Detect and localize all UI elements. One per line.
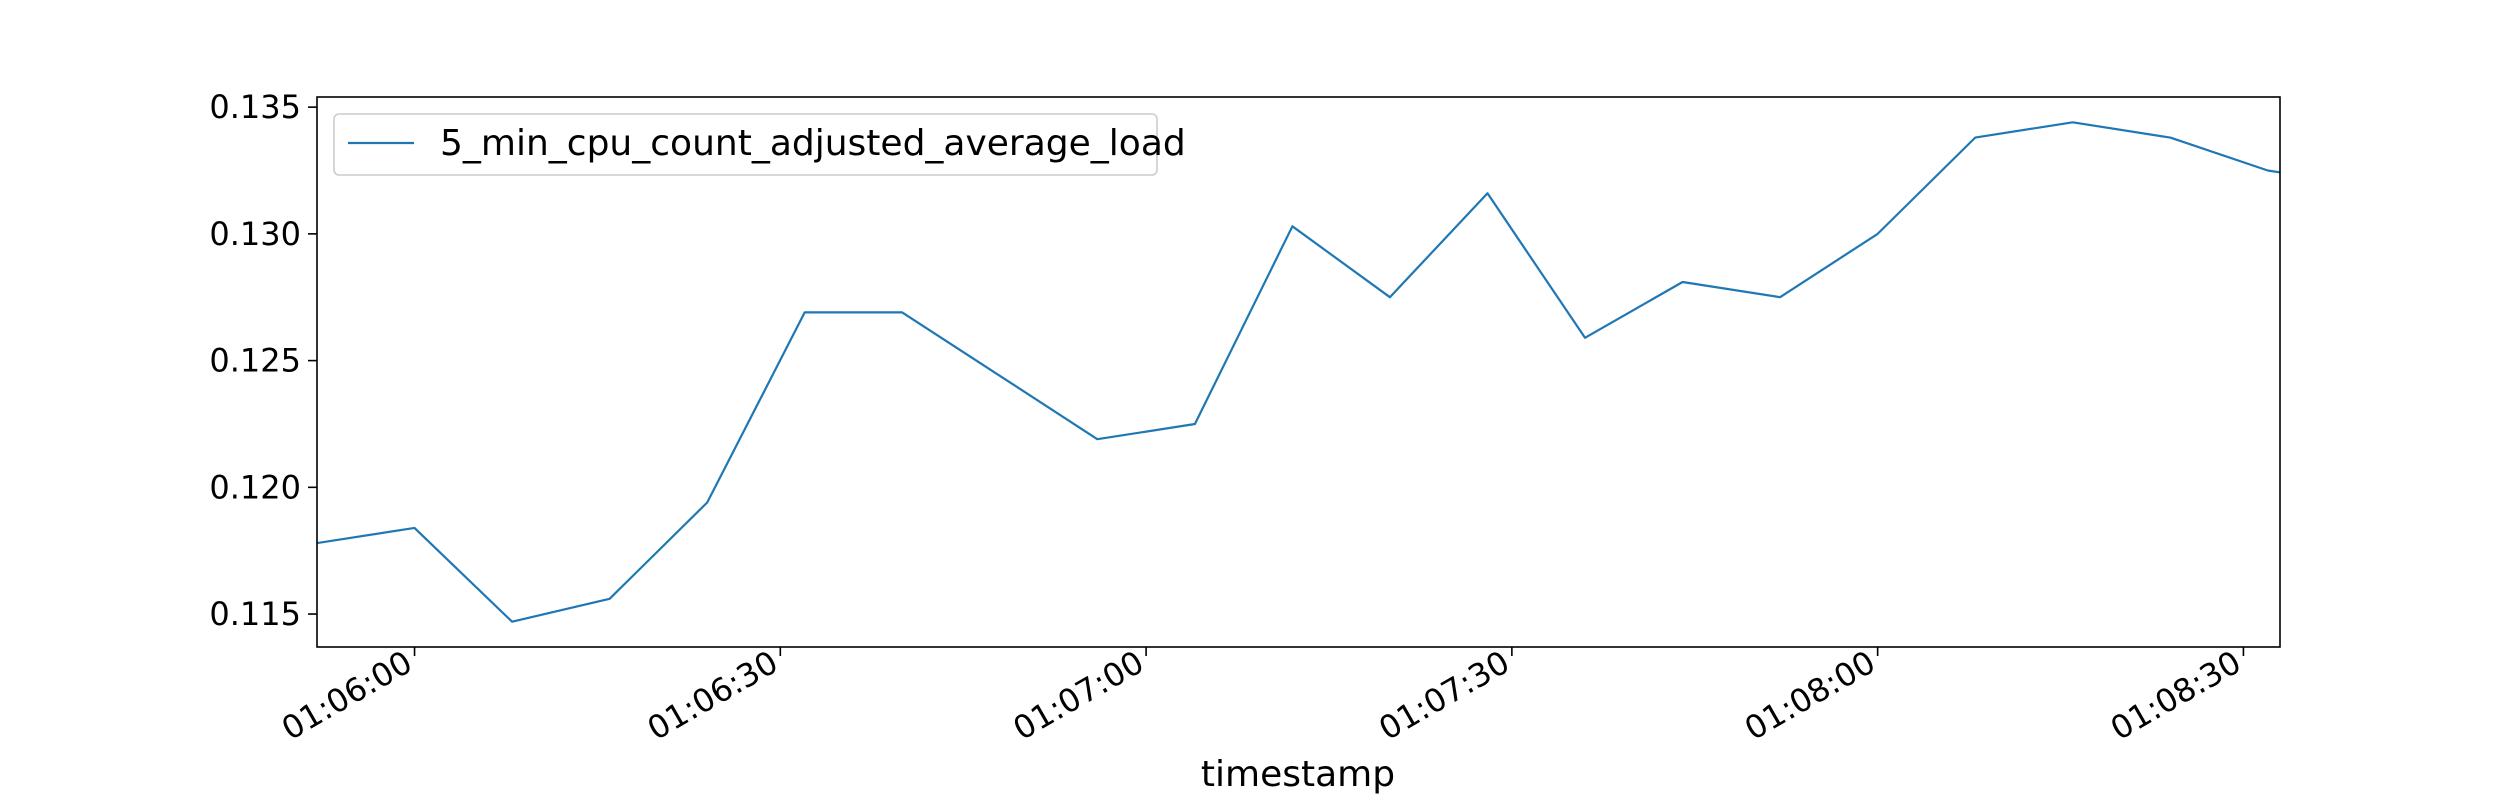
- series-line-0: [317, 121, 2280, 623]
- legend-label: 5_min_cpu_count_adjusted_average_load: [440, 123, 1186, 164]
- x-axis-label: timestamp: [1201, 754, 1395, 795]
- plot-area: [317, 121, 2280, 623]
- plot-frame: [316, 96, 2281, 648]
- legend: 5_min_cpu_count_adjusted_average_load: [333, 113, 1186, 176]
- legend-box: [333, 113, 1158, 176]
- y-tick-label: 0.135: [209, 88, 301, 126]
- y-axis: 0.115 0.120 0.125 0.130 0.135: [209, 88, 317, 633]
- y-tick-label: 0.120: [209, 468, 301, 506]
- y-tick-label: 0.130: [209, 215, 301, 253]
- y-tick-label: 0.125: [209, 342, 301, 380]
- y-tick-label: 0.115: [209, 595, 301, 633]
